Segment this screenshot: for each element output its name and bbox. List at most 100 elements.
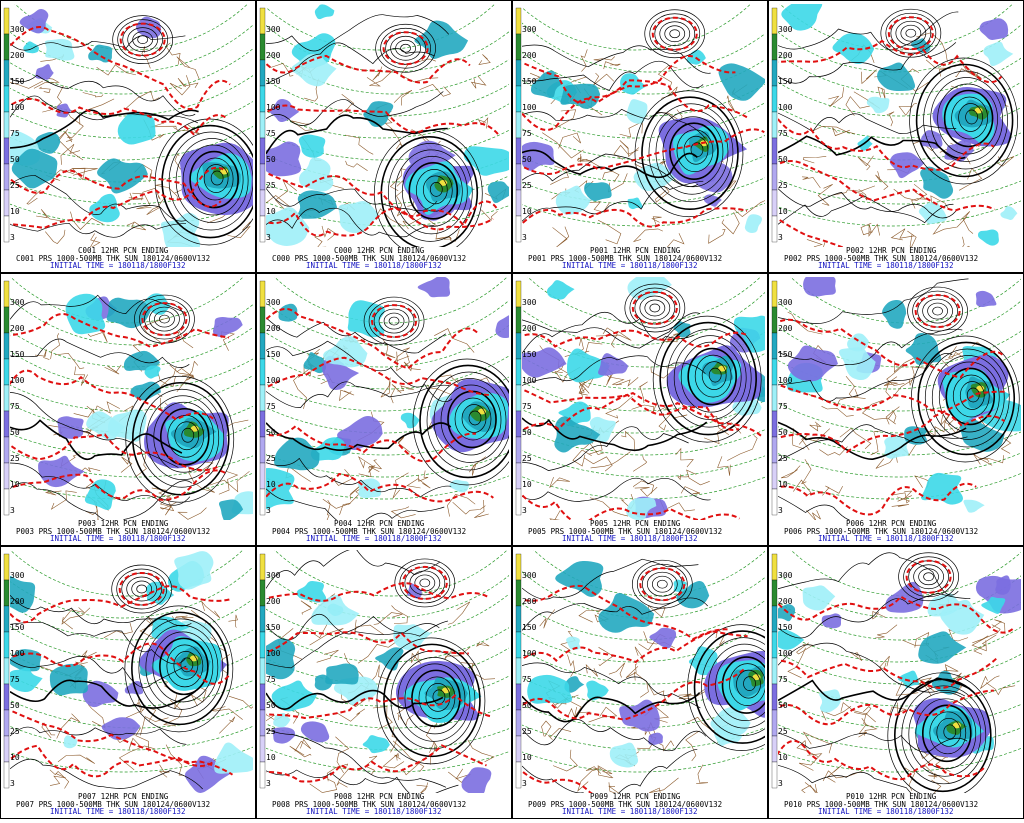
boundary [481,209,498,222]
pressure-contour [203,164,229,193]
precip [10,666,43,693]
boundary [897,490,913,502]
scale-label: 150 [266,350,281,359]
boundary [176,56,200,80]
pressure-contour [522,597,708,631]
boundary [888,702,907,717]
scale-label: 10 [266,480,276,489]
panel-title: P008 12HR PCN ENDING [334,792,425,801]
boundary [228,614,238,628]
scale-label: 200 [266,51,281,60]
scale-label: 100 [266,103,281,112]
boundary [78,467,101,474]
scale-label: 300 [266,25,281,34]
boundary [883,376,898,386]
pressure-contour [778,135,966,160]
panel: 300 200 150 100 75 50 25 10 3 P007 12HR PCN ENDIN… [0,546,256,819]
precip [130,381,161,401]
scale-swatch [3,488,10,516]
scale-label: 200 [778,324,793,333]
pressure-contour [266,488,445,520]
scale-label: 3 [266,233,271,242]
precip [314,4,335,20]
panel: 300 200 150 100 75 50 25 10 3 P004 12HR PCN ENDIN… [256,273,512,546]
scale-label: 150 [778,350,793,359]
pressure-contour [938,361,1000,433]
scale-label: 100 [522,649,537,658]
pressure-contour [154,310,175,328]
pressure-contour [159,407,210,466]
scale-label: 25 [10,727,20,736]
scale-label: 100 [778,103,793,112]
precip [160,212,201,247]
scale-swatch [3,605,10,633]
thickness-contour [522,102,765,139]
panel-init: INITIAL TIME = 180118/1800F132 [818,807,953,816]
height-contour [522,207,748,228]
pressure-contour [522,558,699,600]
panel-title: P001 12HR PCN ENDING [590,246,681,255]
scale-label: 3 [266,779,271,788]
boundary [45,490,62,496]
panel-init: INITIAL TIME = 180118/1800F132 [562,534,697,543]
scale-label: 3 [522,779,527,788]
precip [212,316,243,338]
boundary [366,68,395,87]
thickness-contour [266,299,509,346]
boundary [322,498,351,516]
boundary [658,413,672,431]
height-contour [266,424,477,463]
boundary [321,225,337,241]
boundary [151,487,173,499]
scale-label: 100 [10,649,25,658]
pressure-contour [10,758,203,790]
thickness-contour [522,291,765,346]
boundary [313,235,327,247]
panel-title: P005 12HR PCN ENDING [590,519,681,528]
boundary [61,607,91,625]
boundary [585,663,598,677]
pressure-contour [124,605,234,733]
pressure-contour [901,685,987,785]
precip [218,499,244,520]
boundary [587,201,610,213]
precip [979,18,1009,41]
boundary [845,96,871,116]
pressure-contour [522,355,706,386]
precip [298,157,334,192]
pressure-contour [145,625,219,710]
scale-swatch [771,488,778,516]
precip [866,96,890,114]
scale-label: 10 [266,207,276,216]
pressure-contour [778,353,953,402]
pressure-contour [708,643,765,729]
scale-swatch [771,436,778,464]
scale-label: 75 [266,675,276,684]
height-contour [10,469,227,501]
boundary [470,75,487,89]
boundary [962,236,970,247]
boundary [434,328,475,353]
panel-title: C001 12HR PCN ENDING [78,246,169,255]
pressure-contour [10,726,187,745]
scale-swatch [259,657,266,685]
boundary [577,154,582,163]
panel-title: C000 12HR PCN ENDING [334,246,425,255]
scale-swatch [771,384,778,412]
pressure-contour [646,571,678,597]
boundary [633,480,655,494]
boundary [190,682,207,707]
scale-swatch [515,215,522,243]
thickness-contour [266,103,509,139]
pressure-contour [965,109,978,125]
scale-label: 10 [10,207,20,216]
height-contour [10,369,214,421]
thickness-contour [266,52,509,95]
scale-swatch [515,7,522,35]
boundary [650,366,678,379]
boundary [549,476,570,488]
pressure-contour [146,395,220,481]
scale-swatch [259,215,266,243]
pressure-contour [10,419,183,461]
boundary [291,120,314,131]
